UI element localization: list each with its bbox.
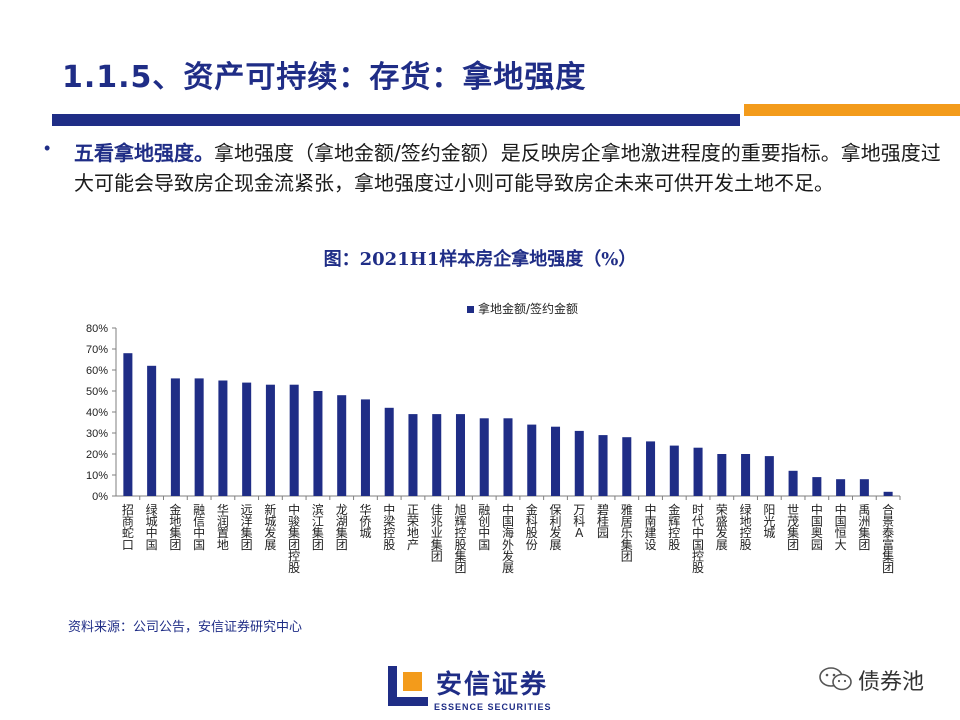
x-tick-label: 阳光城: [763, 503, 775, 540]
bar-15: [455, 414, 465, 496]
bar-29: [788, 470, 798, 496]
title-underline: [52, 114, 740, 126]
x-tick-label: 新城发展: [264, 502, 276, 552]
x-tick-label: 金辉控股: [668, 502, 680, 552]
x-tick-label: 金地集团: [169, 502, 181, 552]
bar-4: [194, 378, 204, 496]
x-tick-label: 保利发展: [550, 503, 562, 552]
x-tick-label: 绿城中国: [146, 502, 158, 552]
x-tick-label: 绿地控股: [740, 502, 752, 552]
x-tick-label: 世茂集团: [787, 503, 799, 552]
x-tick-label: 招商蛇口: [122, 503, 134, 552]
logo-name-en: ESSENCE SECURITIES: [434, 702, 552, 712]
bar-1: [123, 353, 133, 496]
bar-8: [289, 384, 299, 496]
bar-28: [764, 456, 774, 496]
bar-14: [432, 414, 442, 496]
x-tick-label: 荣盛发展: [716, 503, 728, 552]
x-tick-label: 中国恒大: [835, 502, 847, 552]
x-tick-label: 佳兆业集团: [431, 503, 443, 563]
chart-title: 图：2021H1样本房企拿地强度（%）: [323, 249, 637, 270]
bar-30: [812, 477, 822, 496]
y-tick-label: 40%: [86, 407, 108, 419]
bar-12: [384, 407, 394, 496]
x-tick-label: 中骏集团控股: [288, 502, 300, 575]
y-tick-label: 80%: [86, 323, 108, 335]
x-tick-label: 中国奥园: [811, 502, 823, 552]
y-tick-label: 50%: [86, 386, 108, 398]
bar-chart: 拿地金额/签约金额0%10%20%30%40%50%60%70%80%招商蛇口绿…: [86, 301, 901, 575]
bar-10: [337, 395, 347, 496]
bar-22: [622, 437, 632, 496]
x-tick-label: 雅居乐集团: [621, 502, 633, 563]
bar-26: [717, 454, 727, 496]
x-tick-label: 中国海外发展: [502, 502, 514, 575]
bar-27: [741, 454, 751, 496]
bullet-paragraph: • 五看拿地强度。拿地强度（拿地金额/签约金额）是反映房企拿地激进程度的重要指标…: [44, 138, 944, 198]
bar-16: [479, 418, 489, 496]
bar-32: [859, 479, 869, 496]
y-tick-label: 30%: [86, 428, 108, 440]
bar-19: [551, 426, 561, 496]
bar-25: [693, 447, 703, 496]
bullet-body: 拿地强度（拿地金额/签约金额）是反映房企拿地激进程度的重要指标。拿地强度过大可能…: [74, 141, 941, 195]
legend-label: 拿地金额/签约金额: [478, 301, 578, 316]
bar-13: [408, 414, 418, 496]
title-accent-bar: [744, 104, 960, 116]
bar-11: [360, 399, 370, 496]
x-tick-label: 时代中国控股: [692, 503, 704, 575]
bar-3: [170, 378, 180, 496]
bullet-text: 五看拿地强度。拿地强度（拿地金额/签约金额）是反映房企拿地激进程度的重要指标。拿…: [74, 138, 944, 198]
x-tick-label: 禹洲集团: [858, 503, 870, 552]
bar-20: [574, 430, 584, 496]
y-tick-label: 60%: [86, 365, 108, 377]
y-tick-label: 70%: [86, 344, 108, 356]
bullet-dot-icon: •: [44, 138, 51, 158]
y-tick-label: 20%: [86, 449, 108, 461]
bar-24: [669, 445, 679, 496]
x-tick-label: 合景泰富集团: [882, 502, 894, 575]
source-note: 资料来源：公司公告，安信证券研究中心: [68, 620, 303, 635]
x-tick-label: 融信中国: [193, 503, 205, 552]
logo-name-cn: 安信证券: [436, 670, 549, 700]
essence-logo-icon: [388, 666, 428, 706]
x-tick-label: 远洋集团: [241, 503, 253, 552]
bar-5: [218, 380, 228, 496]
legend-swatch: [467, 306, 474, 313]
x-tick-label: 旭辉控股集团: [454, 503, 466, 575]
wechat-watermark: 债券池: [818, 664, 958, 695]
bar-6: [242, 382, 252, 496]
bar-31: [836, 479, 846, 496]
y-tick-label: 10%: [86, 470, 108, 482]
y-tick-label: 0%: [92, 491, 108, 503]
bar-21: [598, 435, 608, 496]
bar-23: [646, 441, 656, 496]
bar-2: [147, 365, 157, 496]
bar-17: [503, 418, 513, 496]
essence-logo: 安信证券 ESSENCE SECURITIES: [388, 660, 558, 720]
x-tick-label: 华润置地: [217, 503, 229, 552]
x-tick-label: 融创中国: [478, 503, 490, 552]
bar-33: [883, 491, 893, 496]
x-tick-label: 万科 A: [573, 503, 585, 540]
x-tick-label: 金科股份: [526, 502, 538, 552]
x-tick-label: 正荣地产: [407, 503, 419, 552]
watermark-text: 债券池: [858, 670, 925, 695]
bar-9: [313, 391, 323, 496]
x-tick-label: 碧桂园: [597, 503, 609, 540]
x-tick-label: 华侨城: [359, 503, 371, 540]
x-tick-label: 龙湖集团: [336, 503, 348, 552]
bar-18: [527, 424, 537, 496]
slide-title: 1.1.5、资产可持续：存货：拿地强度: [62, 60, 587, 95]
x-tick-label: 滨江集团: [312, 502, 324, 552]
wechat-icon: [819, 667, 852, 691]
x-tick-label: 中梁控股: [383, 502, 395, 552]
bullet-lead: 五看拿地强度。: [74, 141, 214, 165]
bar-7: [265, 384, 275, 496]
x-tick-label: 中南建设: [645, 502, 657, 552]
